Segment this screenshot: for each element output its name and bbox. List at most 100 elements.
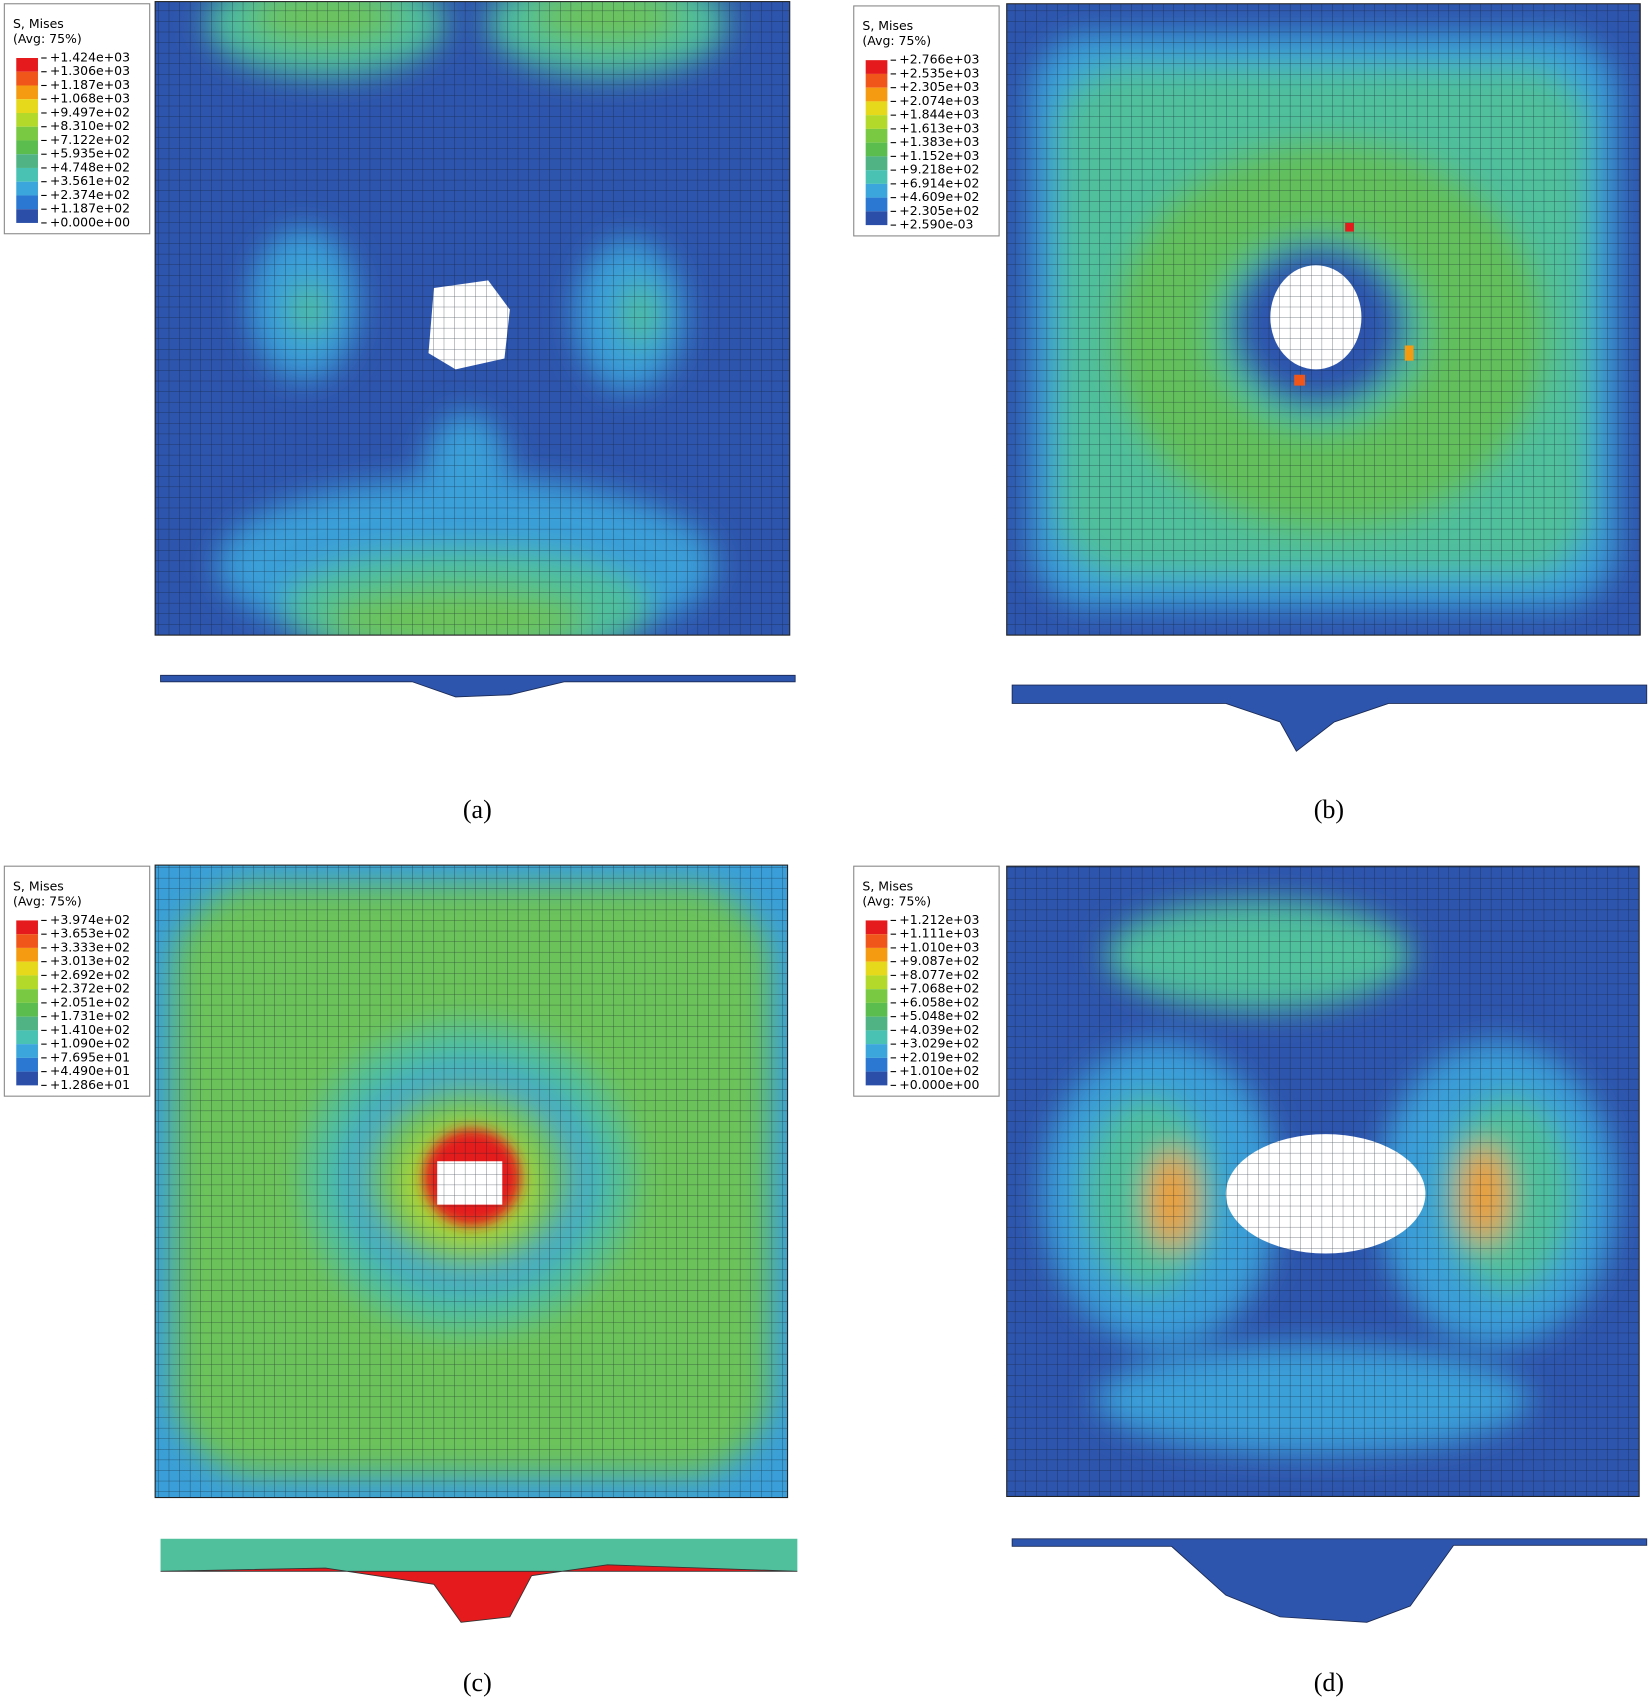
legend-swatch <box>16 99 38 113</box>
legend-level: +3.029e+02 <box>899 1036 979 1051</box>
legend-level: +1.090e+02 <box>50 1036 130 1051</box>
legend-swatch <box>865 1002 888 1017</box>
legend: S, Mises(Avg: 75%)+3.974e+02+3.653e+02+3… <box>3 865 151 1097</box>
caption: (d) <box>1314 1668 1344 1697</box>
legend-level: +9.087e+02 <box>899 953 979 968</box>
legend-subtitle: (Avg: 75%) <box>862 33 931 48</box>
contour-a <box>155 1 790 636</box>
legend-swatch <box>865 1057 888 1072</box>
caption: (b) <box>1314 795 1344 824</box>
legend-level: +4.490e+01 <box>50 1063 130 1078</box>
legend-level: +2.766e+03 <box>899 52 979 67</box>
legend-level: +3.974e+02 <box>50 912 130 927</box>
legend-swatch <box>865 1071 888 1086</box>
legend-level: +1.068e+03 <box>50 91 130 106</box>
legend-subtitle: (Avg: 75%) <box>862 893 931 908</box>
legend-subtitle: (Avg: 75%) <box>13 893 82 908</box>
legend-level: +1.844e+03 <box>899 107 979 122</box>
legend-level: +9.218e+02 <box>899 162 979 177</box>
legend-swatch <box>865 101 888 116</box>
legend-level: +1.731e+02 <box>50 1008 130 1023</box>
legend-swatch <box>865 87 888 102</box>
legend-level: +2.535e+03 <box>899 65 979 80</box>
legend-level: +2.019e+02 <box>899 1049 979 1064</box>
legend-level: +5.935e+02 <box>50 146 130 161</box>
legend-level: +3.561e+02 <box>50 173 130 188</box>
legend-swatch <box>16 195 38 210</box>
legend: S, Mises(Avg: 75%)+1.212e+03+1.111e+03+1… <box>853 865 1000 1097</box>
legend-level: +4.748e+02 <box>50 159 130 174</box>
legend-swatch <box>16 58 38 72</box>
legend-level: +2.590e-03 <box>899 217 973 232</box>
legend-swatch <box>16 140 38 155</box>
legend-swatch <box>865 170 888 184</box>
legend-swatch <box>865 142 888 157</box>
legend-swatch <box>865 183 888 198</box>
legend-level: +2.074e+03 <box>899 93 979 108</box>
side-view-c <box>160 1538 798 1623</box>
legend-level: +5.048e+02 <box>899 1008 979 1023</box>
caption: (c) <box>463 1668 492 1697</box>
legend-swatch <box>865 197 888 212</box>
legend-level: +0.000e+00 <box>50 214 130 229</box>
legend-swatch <box>865 947 888 962</box>
side-view-d <box>1011 1538 1648 1623</box>
legend-swatch <box>16 1044 38 1058</box>
legend-swatch <box>865 73 888 88</box>
legend-swatch <box>16 1030 38 1045</box>
legend-level: +7.695e+01 <box>50 1049 130 1064</box>
legend-swatch <box>16 947 38 962</box>
legend-level: +1.306e+03 <box>50 63 130 78</box>
legend-swatch <box>865 934 888 948</box>
legend-title: S, Mises <box>13 878 64 893</box>
legend-swatch <box>865 128 888 143</box>
legend-swatch <box>865 211 888 226</box>
legend-level: +4.609e+02 <box>899 189 979 204</box>
legend-level: +3.653e+02 <box>50 926 130 941</box>
legend-swatch <box>865 1044 888 1058</box>
legend-swatch <box>16 1071 38 1086</box>
legend-swatch <box>865 1030 888 1045</box>
legend-subtitle: (Avg: 75%) <box>13 31 82 46</box>
legend-swatch <box>16 209 38 223</box>
legend-swatch <box>16 167 38 182</box>
legend-swatch <box>16 71 38 86</box>
legend-swatch <box>16 1002 38 1017</box>
legend-swatch <box>865 975 888 990</box>
legend-level: +4.039e+02 <box>899 1022 979 1037</box>
legend-level: +1.152e+03 <box>899 148 979 163</box>
legend-level: +2.372e+02 <box>50 981 130 996</box>
legend-level: +1.383e+03 <box>899 134 979 149</box>
side-view-b <box>1011 684 1648 752</box>
legend-swatch <box>16 1016 38 1031</box>
legend-level: +2.051e+02 <box>50 994 130 1009</box>
legend-level: +1.613e+03 <box>899 120 979 135</box>
legend-swatch <box>865 989 888 1003</box>
legend-swatch <box>16 1057 38 1072</box>
legend-level: +2.374e+02 <box>50 187 130 202</box>
contour-c <box>155 865 788 1498</box>
legend-level: +3.333e+02 <box>50 939 130 954</box>
legend-level: +9.497e+02 <box>50 104 130 119</box>
contour-b <box>1006 3 1641 636</box>
legend-level: +7.122e+02 <box>50 132 130 147</box>
legend-swatch <box>16 85 38 100</box>
legend-level: +2.692e+02 <box>50 967 130 982</box>
legend-level: +3.013e+02 <box>50 953 130 968</box>
legend-title: S, Mises <box>862 18 913 33</box>
legend-swatch <box>16 154 38 168</box>
legend-level: +1.212e+03 <box>899 912 979 927</box>
legend-level: +2.305e+02 <box>899 203 979 218</box>
legend-level: +1.010e+02 <box>899 1063 979 1078</box>
legend-level: +6.914e+02 <box>899 175 979 190</box>
legend-swatch <box>16 989 38 1003</box>
legend-swatch <box>865 920 888 935</box>
legend-level: +1.187e+03 <box>50 77 130 92</box>
legend-swatch <box>16 112 38 127</box>
side-view-a <box>160 674 796 698</box>
legend-swatch <box>865 115 888 129</box>
caption: (a) <box>463 795 492 824</box>
legend-swatch <box>865 961 888 976</box>
legend-level: +7.068e+02 <box>899 981 979 996</box>
legend-swatch <box>16 975 38 990</box>
